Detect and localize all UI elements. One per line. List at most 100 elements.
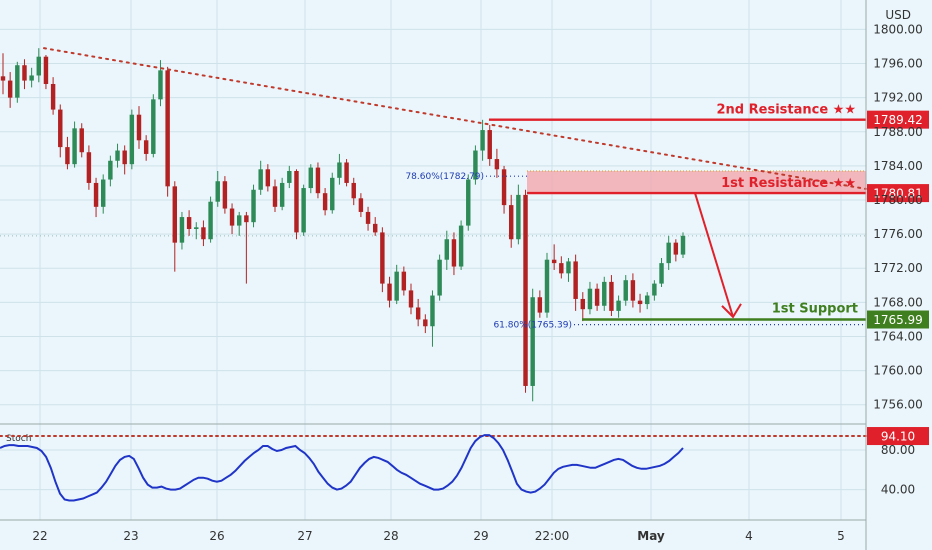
candle-body (408, 290, 414, 308)
candle-body (72, 128, 77, 165)
candle-body (430, 295, 435, 327)
candle-body (566, 261, 571, 274)
level-price-tag (867, 184, 929, 203)
candle-body (301, 188, 306, 233)
candle-body (251, 189, 256, 223)
candle-body (22, 65, 27, 81)
candle-body (415, 307, 421, 320)
time-tick-label: 23 (123, 529, 138, 543)
level-label: 2nd Resistance ★★ (717, 103, 857, 118)
time-tick-label: 29 (473, 529, 488, 543)
candle-body (551, 259, 557, 264)
candle-body (523, 194, 528, 386)
candle-body (0, 76, 6, 81)
candle-body (50, 83, 56, 110)
stoch-level-value: 94.10 (881, 430, 915, 444)
candle-body (136, 114, 142, 141)
candle-body (680, 235, 686, 255)
candle-body (151, 99, 156, 154)
candle-body (494, 159, 500, 170)
candle-body (372, 223, 378, 233)
trend-line (43, 47, 867, 190)
candle-body (423, 319, 428, 327)
candle-body (172, 186, 178, 243)
candle-body (229, 208, 235, 226)
candle-body (158, 70, 163, 100)
stoch-level-tag (867, 427, 929, 446)
candle-body (100, 179, 106, 207)
level-label: 1st Support (772, 302, 858, 317)
candle-body (437, 259, 442, 296)
time-tick-label: 22 (32, 529, 47, 543)
level-price-tag (867, 110, 929, 129)
candle-body (387, 283, 392, 301)
candle-body (473, 150, 478, 180)
candle-body (115, 150, 120, 161)
candle-body (487, 130, 492, 160)
candle-body (93, 182, 99, 207)
time-tick-label: 5 (837, 529, 845, 543)
price-tick-label: 1784.00 (873, 159, 923, 173)
candle-body (279, 182, 285, 207)
candle-body (208, 201, 213, 240)
price-tick-label: 1768.00 (873, 295, 923, 309)
candle-body (587, 288, 593, 310)
candle-body (294, 170, 299, 233)
price-tick-label: 1760.00 (873, 364, 923, 378)
candle-body (65, 147, 70, 165)
candle-body (79, 128, 84, 153)
candle-body (308, 167, 314, 189)
price-tick-label: 1792.00 (873, 91, 923, 105)
candle-body (129, 114, 135, 165)
time-tick-label: 22:00 (535, 529, 570, 543)
candle-body (272, 186, 278, 207)
candle-body (530, 297, 535, 386)
candle-body (652, 283, 657, 296)
level-price-tag (867, 310, 929, 329)
candle-body (501, 169, 507, 206)
candle-body (559, 263, 564, 274)
candle-body (315, 167, 321, 194)
candle-body (337, 162, 342, 178)
candle-body (122, 150, 127, 165)
fib-label: 61.80%(1765.39) (493, 321, 572, 331)
time-tick-label: 28 (383, 529, 398, 543)
level-price-value: 1765.99 (873, 313, 923, 327)
candle-body (623, 280, 628, 301)
candle-body (344, 162, 349, 183)
price-tick-label: 1800.00 (873, 22, 923, 36)
candle-body (15, 65, 20, 98)
candle-body (186, 217, 192, 230)
overlay-layer: 2nd Resistance ★★ 1st Resistance ★★ 1st Su… (43, 47, 867, 331)
stochastic-panel[interactable]: Stoch (0, 434, 867, 502)
candle-body (673, 242, 679, 255)
candle-body (573, 261, 578, 299)
candle-body (86, 152, 92, 183)
candlestick-series[interactable] (0, 48, 686, 402)
candle-body (179, 217, 185, 243)
price-tick-label: 1772.00 (873, 261, 923, 275)
candle-body (351, 182, 356, 199)
price-tick-label: 1780.00 (873, 193, 923, 207)
candle-body (394, 271, 399, 301)
time-tick-label: May (637, 529, 665, 543)
candle-body (594, 288, 600, 306)
resistance-zone (527, 170, 866, 194)
time-tick-label: 26 (209, 529, 224, 543)
time-tick-label: 27 (297, 529, 312, 543)
candle-body (466, 179, 471, 226)
price-tick-label: 1776.00 (873, 227, 923, 241)
level-label: 1st Resistance ★★ (721, 176, 856, 191)
candle-body (244, 215, 249, 223)
candle-body (29, 75, 34, 81)
candle-body (644, 295, 650, 305)
candle-body (143, 140, 149, 154)
candle-body (165, 70, 170, 187)
candle-body (287, 170, 292, 183)
candle-body (480, 130, 485, 151)
stoch-title: Stoch (6, 434, 31, 444)
level-price-value: 1780.81 (873, 187, 923, 201)
